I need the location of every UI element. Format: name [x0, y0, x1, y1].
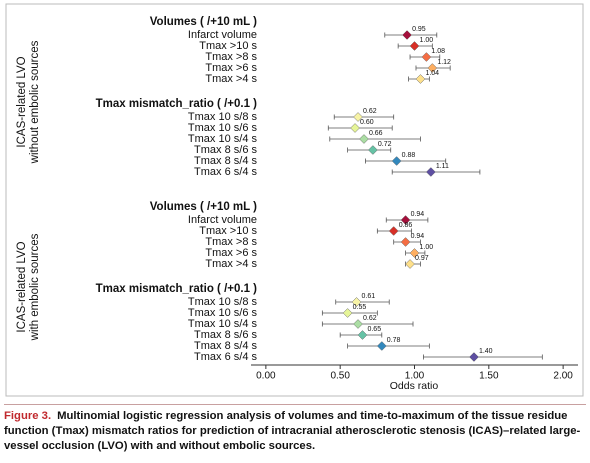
- value-label: 1.00: [420, 37, 434, 44]
- panel-label: with embolic sources: [29, 233, 41, 341]
- value-label: 0.62: [363, 315, 377, 322]
- value-label: 0.72: [378, 141, 392, 148]
- row-label: Tmax 8 s/4 s: [194, 340, 257, 352]
- value-label: 0.66: [369, 130, 383, 137]
- panel-label: ICAS-related LVO: [16, 241, 28, 332]
- row-label: Tmax >4 s: [205, 258, 257, 270]
- row-label: Tmax 10 s/6 s: [188, 307, 258, 319]
- diamond: [405, 259, 415, 269]
- diamond: [400, 215, 411, 225]
- x-axis-label: Odds ratio: [390, 380, 439, 392]
- value-label: 0.62: [363, 108, 377, 115]
- diamond: [388, 226, 399, 236]
- row-label: Tmax 10 s/8 s: [188, 111, 258, 123]
- row-label: Tmax 10 s/8 s: [188, 296, 258, 308]
- row-label: Tmax 6 s/4 s: [194, 351, 257, 363]
- value-label: 0.94: [411, 233, 425, 240]
- row-label: Tmax 8 s/6 s: [194, 144, 257, 156]
- value-label: 0.60: [360, 119, 374, 126]
- row-label: Tmax 10 s/6 s: [188, 122, 258, 134]
- group-title: Tmax mismatch_ratio ( /+0.1 ): [96, 283, 258, 295]
- x-tick-label: 0.50: [330, 371, 350, 382]
- value-label: 0.88: [402, 152, 416, 159]
- panel-label: without embolic sources: [29, 40, 41, 164]
- value-label: 1.04: [425, 70, 439, 77]
- diamond: [402, 30, 412, 40]
- diamond: [415, 74, 426, 84]
- diamond: [359, 134, 369, 144]
- diamond: [368, 145, 378, 155]
- chart-frame: [5, 3, 584, 397]
- diamond: [409, 248, 420, 258]
- row-label: Tmax >4 s: [205, 73, 257, 85]
- panel-label: ICAS-related LVO: [16, 56, 28, 147]
- diamond: [421, 52, 432, 62]
- diamond: [353, 319, 363, 329]
- row-label: Tmax >10 s: [199, 225, 257, 237]
- value-label: 0.65: [367, 326, 381, 333]
- row-label: Tmax >6 s: [205, 247, 257, 259]
- value-label: 1.00: [420, 244, 434, 251]
- value-label: 0.94: [411, 211, 425, 218]
- diamond: [376, 341, 387, 351]
- value-label: 0.55: [353, 304, 367, 311]
- row-label: Tmax >8 s: [205, 236, 257, 248]
- row-label: Tmax >10 s: [199, 40, 257, 52]
- diamond: [353, 112, 363, 122]
- diamond: [351, 297, 362, 307]
- value-label: 0.95: [412, 26, 426, 33]
- caption-text: Multinomial logistic regression analysis…: [4, 410, 581, 452]
- diamond: [409, 41, 420, 51]
- x-tick-label: 1.00: [405, 371, 425, 382]
- row-label: Tmax 6 s/4 s: [194, 166, 257, 178]
- diamond: [350, 123, 360, 133]
- row-label: Infarct volume: [188, 29, 257, 41]
- row-label: Tmax >6 s: [205, 62, 257, 74]
- x-tick-label: 0.00: [256, 371, 276, 382]
- value-label: 0.61: [362, 293, 376, 300]
- value-label: 1.11: [436, 163, 449, 170]
- value-label: 0.78: [387, 337, 401, 344]
- group-title: Volumes ( /+10 mL ): [150, 201, 257, 213]
- row-label: Tmax 8 s/6 s: [194, 329, 257, 341]
- row-label: Tmax 10 s/4 s: [188, 133, 258, 145]
- value-label: 1.12: [437, 59, 451, 66]
- diamond: [357, 330, 368, 340]
- value-label: 1.40: [479, 348, 493, 355]
- row-label: Infarct volume: [188, 214, 257, 226]
- diamond: [342, 308, 353, 318]
- diamond: [391, 156, 402, 166]
- group-title: Tmax mismatch_ratio ( /+0.1 ): [96, 98, 258, 110]
- group-title: Volumes ( /+10 mL ): [150, 16, 257, 28]
- x-tick-label: 2.00: [553, 371, 573, 382]
- row-label: Tmax 8 s/4 s: [194, 155, 257, 167]
- value-label: 0.86: [399, 222, 413, 229]
- diamond: [425, 167, 436, 177]
- diamond: [400, 237, 411, 247]
- figure-label: Figure 3.: [4, 410, 52, 422]
- value-label: 0.97: [415, 255, 429, 262]
- diamond: [427, 63, 438, 73]
- row-label: Tmax >8 s: [205, 51, 257, 63]
- value-label: 1.08: [431, 48, 445, 55]
- x-tick-label: 1.50: [479, 371, 499, 382]
- row-label: Tmax 10 s/4 s: [188, 318, 258, 330]
- chart: Odds ratio 0.00 0.50 1.00 1.50 2.00 ICAS-rela…: [5, 3, 584, 397]
- caption: Figure 3. Multinomial logistic regression…: [4, 404, 586, 454]
- diamond: [469, 352, 479, 362]
